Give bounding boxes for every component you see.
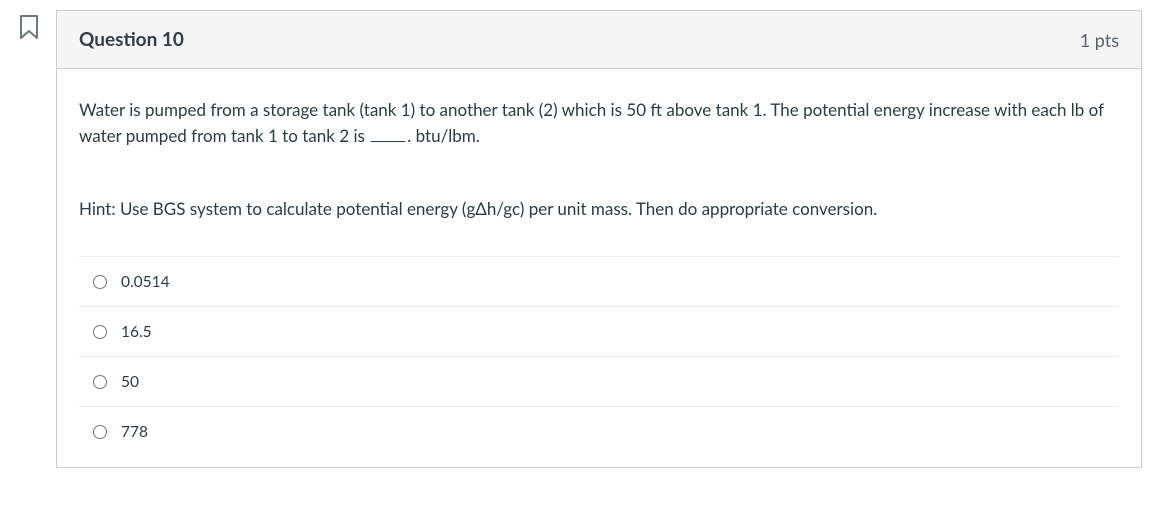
prompt-text-after: . btu/lbm. [407,125,480,146]
question-points: 1 pts [1080,29,1119,51]
answer-radio[interactable] [93,325,107,339]
answer-option[interactable]: 0.0514 [79,257,1119,307]
question-title: Question 10 [79,28,184,51]
answer-radio[interactable] [93,425,107,439]
answer-option[interactable]: 16.5 [79,307,1119,357]
fill-blank [371,127,405,142]
question-card: Question 10 1 pts Water is pumped from a… [56,10,1142,468]
answer-option[interactable]: 50 [79,357,1119,407]
answer-option[interactable]: 778 [79,407,1119,457]
answer-label: 16.5 [121,323,152,341]
question-body: Water is pumped from a storage tank (tan… [57,69,1141,467]
answers-list: 0.0514 16.5 50 778 [79,256,1119,457]
question-header: Question 10 1 pts [57,11,1141,69]
answer-radio[interactable] [93,375,107,389]
answer-label: 778 [121,423,148,441]
prompt-text-before: Water is pumped from a storage tank (tan… [79,99,1104,146]
question-hint: Hint: Use BGS system to calculate potent… [79,196,1119,222]
bookmark-icon[interactable] [18,14,40,40]
answer-label: 50 [121,373,139,391]
question-prompt: Water is pumped from a storage tank (tan… [79,97,1119,150]
answer-radio[interactable] [93,275,107,289]
answer-label: 0.0514 [121,273,170,291]
